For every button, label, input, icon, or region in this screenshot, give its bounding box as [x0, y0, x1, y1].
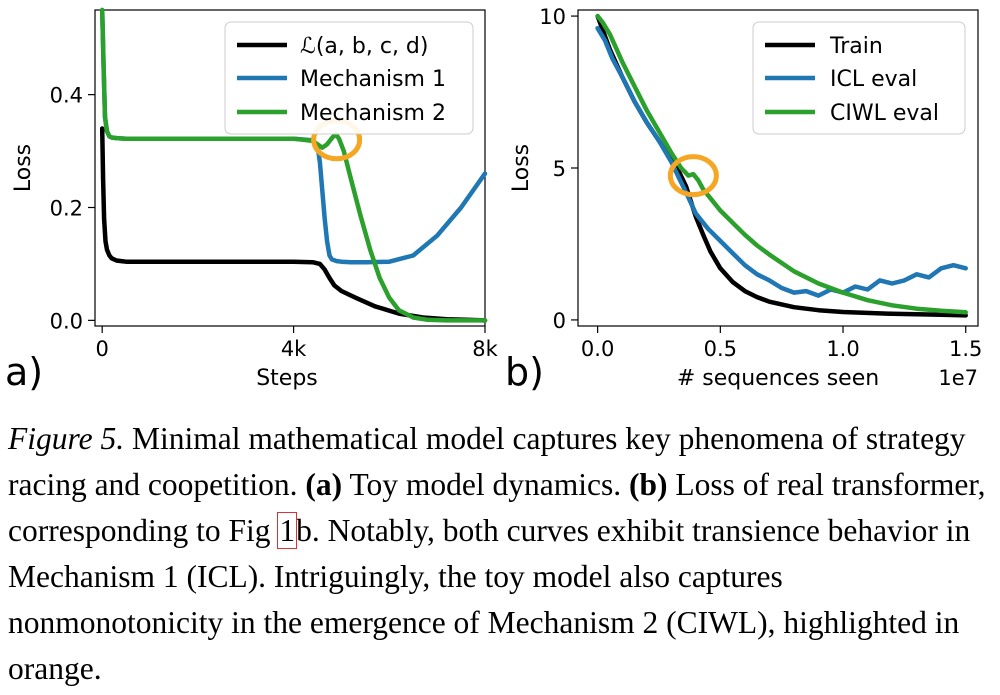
panel-a-xlabel: Steps	[256, 366, 318, 391]
panel-a-legend: ℒ(a, b, c, d) Mechanism 1 Mechanism 2	[224, 21, 474, 135]
panel-a-ylabel: Loss	[11, 144, 36, 192]
panel-b-orange-highlight-circle	[667, 154, 719, 198]
panel-b-y-ticks: 0 5 10	[539, 5, 578, 333]
panel-a-plot-frame	[94, 9, 486, 327]
caption-part-b-label: (b)	[628, 467, 668, 502]
panel-a: 0 4k 8k 0.0 0.2 0.4 Steps Loss a) ℒ(a, b, c,…	[5, 7, 499, 394]
panel-b-ylabel: Loss	[509, 144, 534, 192]
caption-figure-label: Figure 5.	[8, 421, 125, 456]
panel-b-y-tick-label: 0	[553, 309, 566, 333]
panel-a-y-ticks: 0.0 0.2 0.4	[50, 84, 95, 333]
legend-label-ciwl-eval: CIWL eval	[830, 101, 939, 126]
legend-label-train: Train	[829, 34, 883, 59]
caption-text-3: Loss of real transformer, corresponding …	[8, 467, 986, 548]
caption-text-4: b. Notably, both curves exhibit transien…	[8, 513, 971, 686]
panel-a-line-mechanism-2	[99, 7, 488, 323]
legend-label-mechanism-2: Mechanism 2	[300, 101, 446, 126]
legend-label-mechanism-1: Mechanism 1	[300, 67, 446, 92]
panel-b-x-offset: 1e7	[938, 366, 978, 390]
panel-a-series	[99, 7, 488, 323]
figure-reference-link[interactable]: 1	[277, 512, 298, 549]
panel-b-xlabel: # sequences seen	[677, 366, 879, 391]
panel-a-x-tick-label: 0	[95, 337, 108, 361]
panel-b-line-ciwl-eval	[595, 13, 968, 315]
panel-b-series	[595, 13, 968, 318]
figure-5: 0 4k 8k 0.0 0.2 0.4 Steps Loss a) ℒ(a, b, c,…	[5, 5, 982, 394]
panel-a-x-ticks: 0 4k 8k	[95, 326, 499, 361]
panel-b-y-tick-label: 10	[539, 5, 566, 29]
caption-text-1: Minimal mathematical model captures key …	[8, 421, 966, 502]
panel-b-legend-box	[752, 21, 966, 135]
legend-label-loss: ℒ(a, b, c, d)	[300, 34, 428, 59]
panel-b: 0.0 0.5 1.0 1.5 0 5 10 # sequences seen 1e7 L…	[505, 5, 982, 394]
legend-label-icl-eval: ICL eval	[830, 67, 917, 92]
panel-a-line-a-b-c-d	[99, 126, 488, 323]
panel-b-x-tick-label: 1.0	[826, 337, 859, 361]
panel-a-x-tick-label: 4k	[281, 337, 307, 361]
panel-a-y-tick-label: 0.4	[50, 84, 83, 108]
panel-a-legend-box	[224, 21, 474, 135]
panel-a-x-tick-label: 8k	[472, 337, 498, 361]
panel-b-x-ticks: 0.0 0.5 1.0 1.5	[581, 326, 982, 361]
panel-b-line-icl-eval	[595, 25, 968, 298]
panel-b-x-tick-label: 0.5	[704, 337, 737, 361]
panel-b-x-tick-label: 1.5	[949, 337, 982, 361]
panel-b-legend: Train ICL eval CIWL eval	[752, 21, 966, 135]
caption-part-a-label: (a)	[305, 467, 343, 502]
panel-b-y-tick-label: 5	[553, 157, 566, 181]
panel-b-letter: b)	[505, 350, 544, 394]
caption-text-2: Toy model dynamics.	[342, 467, 629, 502]
panel-a-y-tick-label: 0.2	[50, 197, 83, 221]
figure-caption: Figure 5. Minimal mathematical model cap…	[8, 416, 993, 692]
panel-b-highlight	[667, 154, 719, 198]
panel-a-y-tick-label: 0.0	[50, 309, 83, 333]
panel-b-x-tick-label: 0.0	[581, 337, 614, 361]
panel-a-letter: a)	[5, 350, 43, 394]
